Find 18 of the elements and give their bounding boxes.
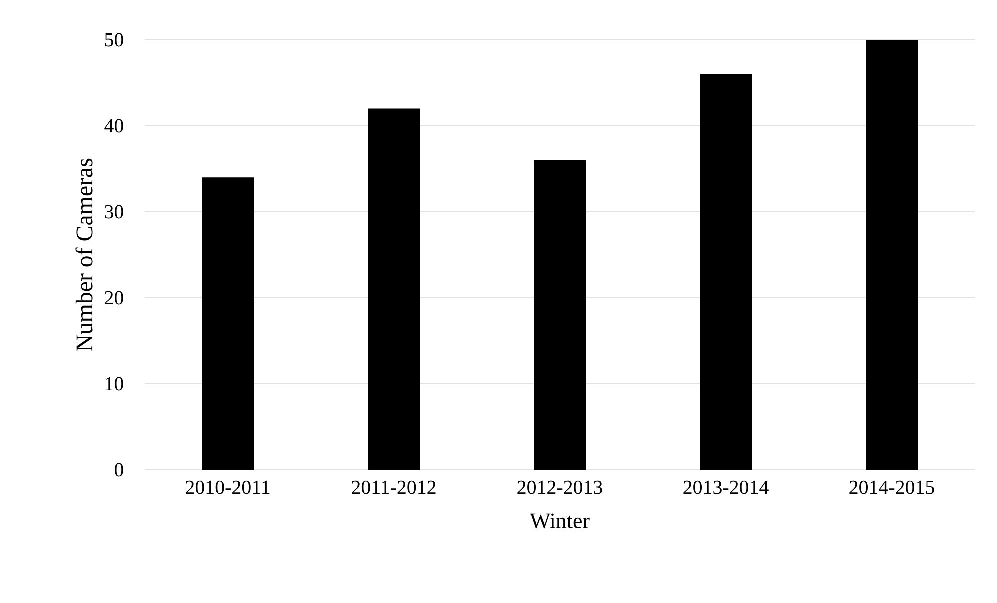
bar <box>368 108 420 470</box>
bar <box>202 178 254 470</box>
x-tick-label: 2011-2012 <box>352 480 436 494</box>
y-tick-label: 0 <box>114 463 124 477</box>
x-tick-label: 2010-2011 <box>186 480 270 494</box>
x-tick-label: 2012-2013 <box>518 480 602 494</box>
bar <box>866 40 918 470</box>
bar <box>700 74 752 470</box>
y-tick-label: 10 <box>106 377 124 391</box>
y-tick-label: 50 <box>105 33 124 47</box>
bar <box>534 160 586 470</box>
y-axis-title: Number of Cameras <box>76 158 93 352</box>
x-tick-label: 2013-2014 <box>684 480 769 494</box>
y-tick-label: 40 <box>104 119 124 133</box>
y-tick-label: 30 <box>105 205 124 219</box>
x-tick-label: 2014-2015 <box>850 480 934 494</box>
y-tick-label: 20 <box>105 291 124 305</box>
x-axis-title: Winter <box>530 514 590 529</box>
